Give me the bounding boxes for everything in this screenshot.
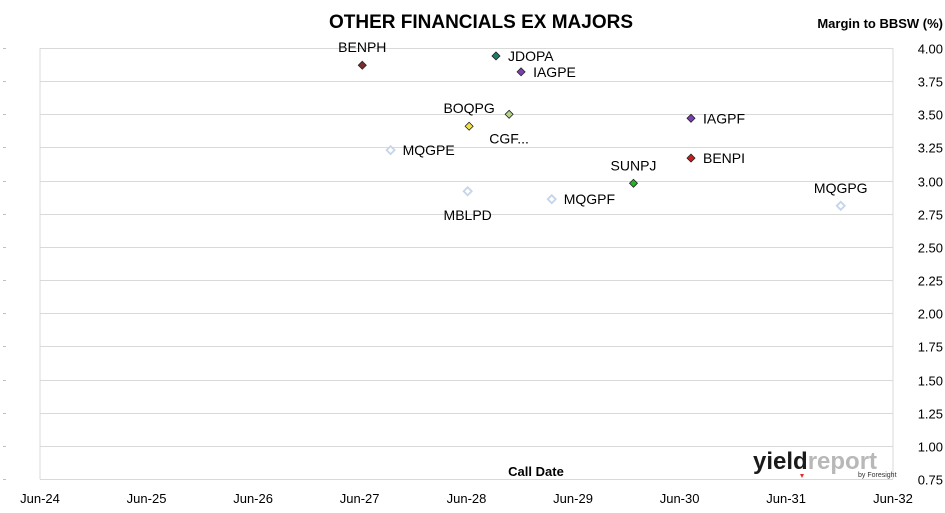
data-label-mqgpe: MQGPE (403, 142, 455, 158)
chart-title: OTHER FINANCIALS EX MAJORS (329, 12, 633, 33)
data-point-benpi (686, 153, 696, 163)
x-tick-label: Jun-29 (553, 491, 593, 506)
x-tick-labels: Jun-24 Jun-25 Jun-26 Jun-27 Jun-28 Jun-29 Jun-… (20, 491, 913, 506)
data-point-benph (357, 60, 367, 70)
x-axis-label: Call Date (508, 464, 564, 479)
data-label-mqgpf: MQGPF (564, 191, 615, 207)
logo-arrow-icon (800, 474, 804, 478)
data-label-mqgpg: MQGPG (814, 180, 868, 196)
data-point-jdopa (491, 51, 501, 61)
svg-text:yieldreport: yieldreport (753, 448, 877, 475)
y-tick-label: 2.50 (918, 241, 943, 256)
x-tick-label: Jun-28 (447, 491, 487, 506)
x-tick-label: Jun-27 (340, 491, 380, 506)
data-label-boqpg: BOQPG (443, 100, 494, 116)
y-tick-label: 2.75 (918, 208, 943, 223)
y-tick-label: 1.25 (918, 407, 943, 422)
data-label-benpi: BENPI (703, 150, 745, 166)
y-tick-label: 0.75 (918, 473, 943, 488)
x-tick-label: Jun-24 (20, 491, 60, 506)
y-tick-label: 1.50 (918, 374, 943, 389)
data-label-benph: BENPH (338, 39, 386, 55)
data-label-iagpe: IAGPE (533, 64, 576, 80)
y-tick-label: 4.00 (918, 42, 943, 57)
x-tick-label: Jun-32 (873, 491, 913, 506)
data-point-cgf (504, 109, 514, 119)
y-tick-label: 3.50 (918, 108, 943, 123)
x-tick-label: Jun-30 (660, 491, 700, 506)
y-tick-label: 3.75 (918, 75, 943, 90)
data-point-sunpj (628, 178, 639, 188)
data-label-iagpf: IAGPF (703, 110, 745, 126)
y-tick-label: 3.25 (918, 141, 943, 156)
data-label-mblpd: MBLPD (444, 207, 492, 223)
data-point-mqgpe (385, 144, 396, 156)
y-tick-label: 2.25 (918, 274, 943, 289)
x-tick-label: Jun-26 (233, 491, 273, 506)
data-point-iagpf (686, 113, 696, 123)
y-tick-labels: 0.75 1.00 1.25 1.50 1.75 2.00 2.25 2.50 2.75 3.00… (918, 42, 943, 488)
x-tick-label: Jun-31 (766, 491, 806, 506)
data-point-boqpg (464, 121, 474, 131)
yieldreport-logo: yieldreport by Foresight (753, 448, 897, 479)
data-label-cgf: CGF... (489, 130, 529, 146)
logo-sub: by Foresight (858, 472, 897, 479)
data-point-mqgpf (546, 193, 558, 205)
gridlines (3, 48, 894, 480)
x-tick-label: Jun-25 (127, 491, 167, 506)
y-tick-label: 1.00 (918, 440, 943, 455)
y-tick-label: 2.00 (918, 307, 943, 322)
data-point-mblpd (462, 185, 473, 197)
data-label-sunpj: SUNPJ (611, 157, 657, 173)
data-points (357, 51, 847, 212)
y-tick-label: 3.00 (918, 175, 943, 190)
data-point-mqgpg (835, 200, 847, 212)
data-label-jdopa: JDOPA (508, 48, 554, 64)
data-point-iagpe (516, 67, 526, 77)
y-tick-label: 1.75 (918, 340, 943, 355)
y-axis-label: Margin to BBSW (%) (817, 16, 943, 31)
